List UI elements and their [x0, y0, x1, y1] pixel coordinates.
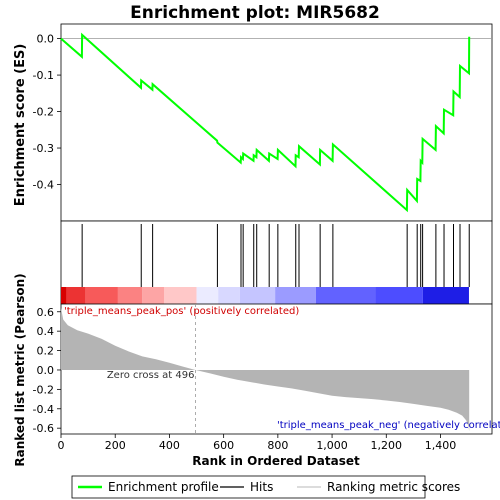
legend-label: Enrichment profile [108, 480, 219, 494]
colorbar-segment [117, 287, 143, 304]
metric-tick-label: -0.4 [33, 403, 54, 416]
metric-tick-label: 0.2 [37, 345, 55, 358]
metric-tick-label: 0.4 [37, 325, 55, 338]
colorbar-segment [142, 287, 165, 304]
x-tick-label: 1,000 [316, 439, 348, 452]
colorbar-segment [85, 287, 118, 304]
legend-label: Ranking metric scores [327, 480, 460, 494]
x-tick-label: 1,200 [371, 439, 403, 452]
x-axis-label: Rank in Ordered Dataset [192, 454, 360, 468]
x-tick-label: 400 [159, 439, 180, 452]
colorbar-segment [61, 287, 67, 304]
ranking-metric-area [61, 307, 470, 432]
colorbar-segment [164, 287, 197, 304]
metric-axis-label: Ranked list metric (Pearson) [13, 273, 27, 466]
metric-tick-label: 0.6 [37, 306, 55, 319]
es-tick-label: -0.1 [33, 69, 54, 82]
es-tick-label: -0.2 [33, 106, 54, 119]
zero-cross-label: Zero cross at 496 [107, 370, 195, 381]
x-tick-label: 800 [267, 439, 288, 452]
colorbar-segment [315, 287, 376, 304]
colorbar-segment [66, 287, 86, 304]
enrichment-profile-line [60, 32, 471, 213]
legend-box [71, 475, 426, 499]
metric-tick-label: 0.0 [37, 364, 55, 377]
pos-correlated-label: 'triple_means_peak_pos' (positively corr… [64, 306, 299, 317]
colorbar-segment [375, 287, 423, 304]
colorbar-segment [275, 287, 316, 304]
metric-tick-label: -0.6 [33, 422, 54, 435]
chart-title: Enrichment plot: MIR5682 [130, 3, 380, 23]
es-axis-label: Enrichment score (ES) [13, 44, 28, 207]
colorbar-segment [218, 287, 240, 304]
es-tick-label: -0.3 [33, 142, 54, 155]
neg-correlated-label: 'triple_means_peak_neg' (negatively corr… [277, 420, 500, 431]
es-panel [60, 23, 493, 222]
x-tick-label: 0 [58, 439, 65, 452]
es-tick-label: 0.0 [37, 33, 55, 46]
x-tick-label: 1,400 [425, 439, 457, 452]
colorbar-segment [422, 287, 469, 304]
legend-label: Hits [250, 480, 273, 494]
colorbar-segment [239, 287, 276, 304]
x-tick-label: 600 [213, 439, 234, 452]
x-tick-label: 200 [105, 439, 126, 452]
es-tick-label: -0.4 [33, 179, 54, 192]
colorbar-segment [196, 287, 219, 304]
metric-tick-label: -0.2 [33, 383, 54, 396]
